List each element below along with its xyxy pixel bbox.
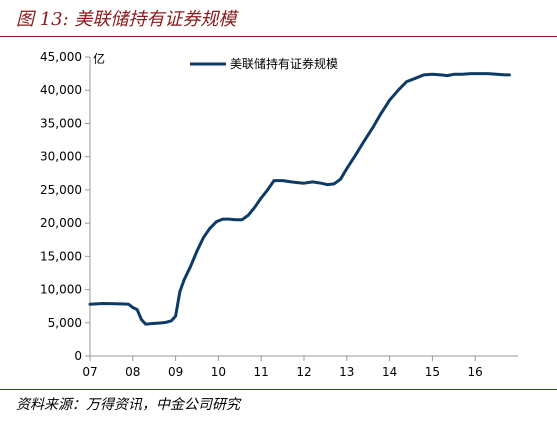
x-tick-label: 16 — [468, 365, 483, 379]
x-tick-label: 14 — [382, 365, 397, 379]
source-note: 资料来源：万得资讯，中金公司研究 — [16, 397, 240, 413]
y-tick-label: 25,000 — [40, 183, 82, 197]
x-tick-label: 09 — [168, 365, 183, 379]
y-tick-label: 20,000 — [40, 216, 82, 230]
x-tick-label: 07 — [82, 365, 97, 379]
x-tick-label: 11 — [254, 365, 269, 379]
source-divider — [0, 389, 557, 390]
legend: 美联储持有证券规模 — [190, 56, 338, 71]
x-tick-label: 15 — [425, 365, 440, 379]
y-tick-label: 40,000 — [40, 83, 82, 97]
y-tick-label: 10,000 — [40, 283, 82, 297]
title-divider — [0, 36, 557, 37]
y-tick-label: 15,000 — [40, 249, 82, 263]
y-tick-label: 45,000 — [40, 50, 82, 64]
y-tick-label: 0 — [74, 349, 82, 363]
y-tick-label: 30,000 — [40, 150, 82, 164]
series-line — [88, 72, 511, 326]
series-layer — [88, 72, 511, 326]
y-tick-label: 35,000 — [40, 116, 82, 130]
chart-axes — [85, 56, 518, 361]
x-tick-label: 12 — [296, 365, 311, 379]
legend-label: 美联储持有证券规模 — [230, 56, 338, 71]
x-tick-label: 08 — [125, 365, 140, 379]
figure-title: 图 13: 美联储持有证券规模 — [16, 9, 237, 30]
x-tick-label: 10 — [211, 365, 226, 379]
tick-labels: 0 5,000 10,000 15,000 20,000 25,000 30,000 35,0… — [40, 50, 483, 379]
y-axis-unit: 亿 — [93, 51, 105, 66]
x-tick-label: 13 — [339, 365, 354, 379]
y-tick-label: 5,000 — [48, 316, 82, 330]
